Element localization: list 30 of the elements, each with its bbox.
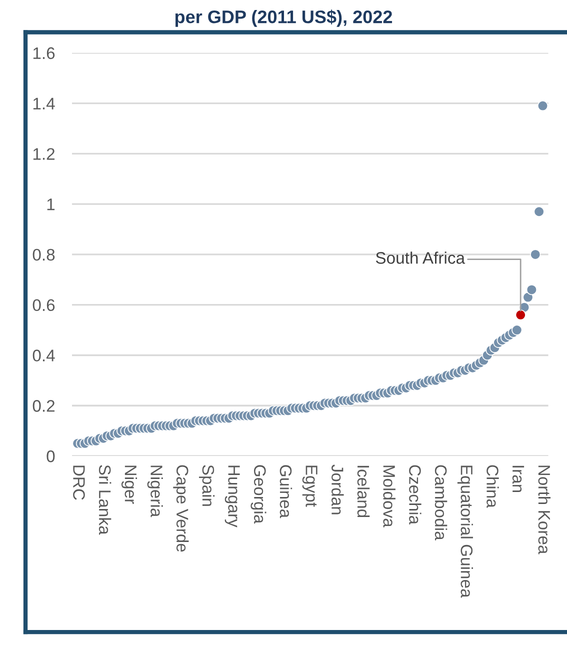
x-tick-label: Spain	[199, 465, 215, 506]
x-tick-label: Sri Lanka	[98, 465, 112, 535]
y-tick-label: 1.6	[33, 47, 55, 60]
y-tick-label: 0	[46, 450, 55, 462]
x-tick-label: Hungary	[224, 466, 240, 528]
text: South Africa	[376, 252, 466, 264]
y-tick-label: 0.2	[32, 400, 55, 412]
x-tick-label: Egypt	[302, 466, 318, 507]
x-tick-label: China	[486, 465, 499, 508]
x-tick-label: Iceland	[357, 466, 370, 518]
x-tick-label: Equatorial Guinea	[457, 466, 473, 598]
y-tick-label: 0.8	[32, 248, 55, 261]
y-tick-label: 1	[47, 198, 55, 210]
x-tick-label: Czechia	[409, 465, 422, 525]
x-tick-label: DRC	[73, 466, 85, 500]
x-tick-label: Cambodia	[434, 465, 448, 540]
y-tick-label: 0.6	[32, 299, 55, 312]
y-tick-label: 0.4	[32, 350, 55, 362]
x-tick-label: North Korea	[538, 466, 551, 554]
y-tick-label: 1.2	[33, 148, 55, 160]
x-tick-label: Jordan	[332, 464, 344, 514]
chart-title: per GDP (2011 US$), 2022	[175, 10, 392, 27]
x-tick-label: Moldova	[383, 466, 396, 528]
x-tick-label: Georgia	[250, 465, 266, 524]
x-tick-label: Iran	[512, 466, 524, 492]
x-tick-label: Niger	[121, 466, 138, 504]
x-tick-label: Cape Verde	[173, 465, 189, 552]
x-tick-label: Guinea	[280, 465, 292, 518]
x-tick-label: Nigeria	[147, 466, 163, 518]
y-tick-label: 1.4	[33, 98, 55, 110]
